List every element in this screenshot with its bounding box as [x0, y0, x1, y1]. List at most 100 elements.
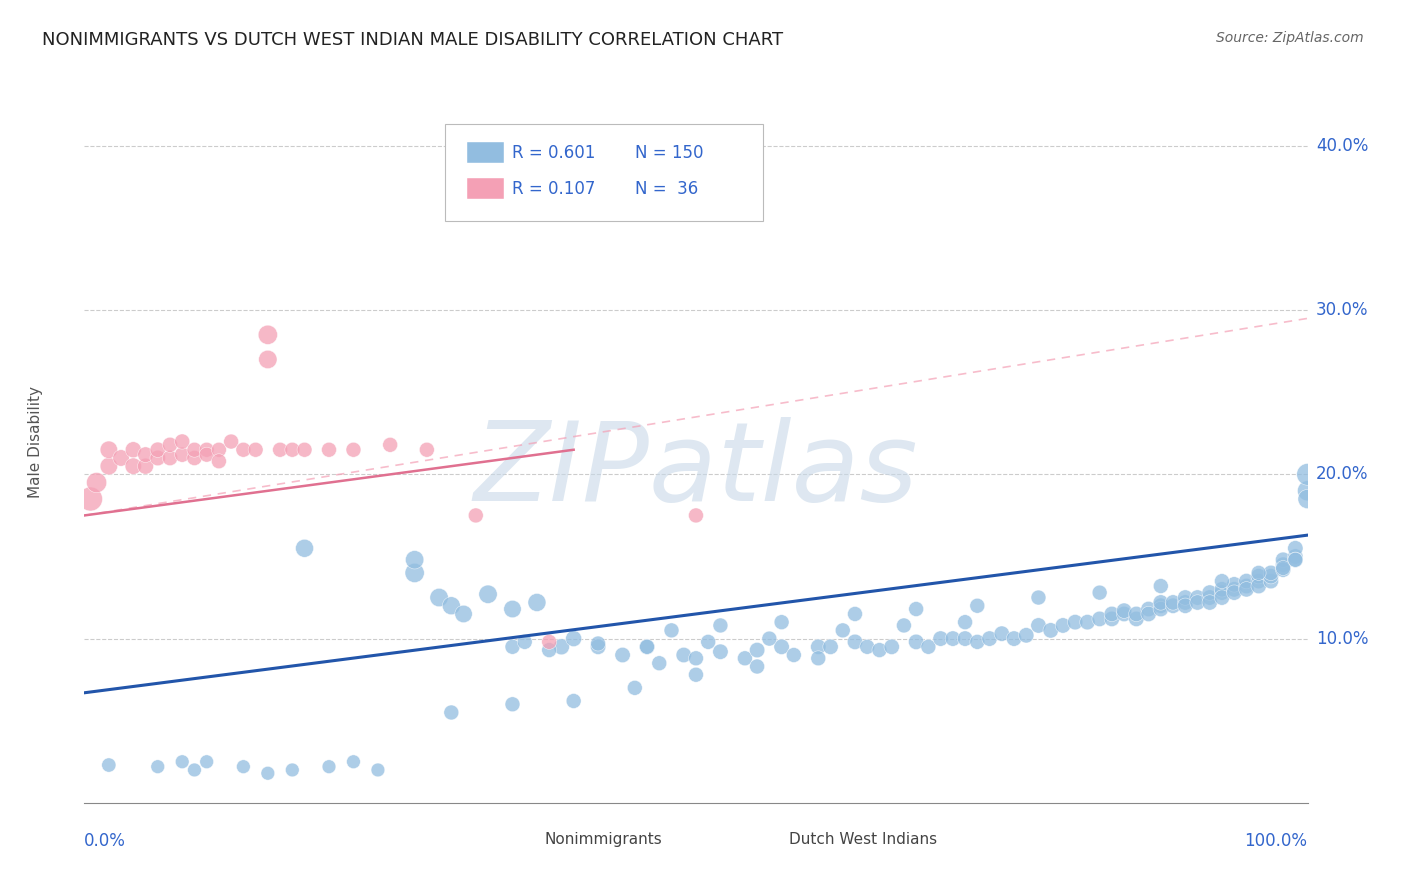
Point [1039, 624, 1062, 638]
Point [97, 459, 120, 474]
Point [1088, 585, 1111, 599]
Point [440, 599, 463, 613]
Point [416, 442, 439, 457]
Point [294, 541, 316, 556]
Point [1125, 607, 1147, 621]
FancyBboxPatch shape [467, 178, 503, 200]
Point [342, 755, 364, 769]
Point [367, 763, 389, 777]
Point [195, 442, 218, 457]
Point [464, 508, 486, 523]
Point [135, 459, 157, 474]
Point [1028, 618, 1050, 632]
Point [1296, 491, 1319, 506]
Point [1150, 599, 1173, 613]
Point [1101, 607, 1123, 621]
Point [1174, 595, 1197, 609]
Point [1223, 582, 1246, 597]
Point [1260, 574, 1282, 588]
Point [1284, 553, 1306, 567]
Point [636, 640, 658, 654]
Point [747, 643, 769, 657]
Point [1223, 585, 1246, 599]
Point [917, 640, 939, 654]
Point [586, 640, 609, 654]
Text: 0.0%: 0.0% [84, 831, 127, 850]
Point [905, 635, 928, 649]
Point [1137, 602, 1160, 616]
Point [1223, 577, 1246, 591]
Point [758, 632, 780, 646]
Point [1161, 599, 1184, 613]
Point [86, 475, 108, 490]
Point [550, 640, 572, 654]
Point [697, 635, 720, 649]
Point [172, 448, 194, 462]
Point [1211, 585, 1233, 599]
Point [440, 706, 463, 720]
Point [893, 618, 915, 632]
Point [624, 681, 647, 695]
Point [453, 607, 475, 621]
FancyBboxPatch shape [751, 831, 782, 847]
Point [1161, 595, 1184, 609]
FancyBboxPatch shape [446, 124, 763, 221]
FancyBboxPatch shape [506, 831, 537, 847]
Point [1284, 553, 1306, 567]
Point [831, 624, 853, 638]
Point [942, 632, 965, 646]
Point [538, 643, 561, 657]
Point [502, 640, 524, 654]
Point [770, 615, 793, 630]
Point [1247, 569, 1270, 583]
Point [281, 442, 304, 457]
Point [1174, 591, 1197, 605]
Point [1247, 566, 1270, 580]
Point [318, 442, 340, 457]
Point [146, 442, 169, 457]
Point [953, 615, 976, 630]
Point [477, 587, 499, 601]
Text: 40.0%: 40.0% [1316, 137, 1368, 155]
Point [1272, 561, 1295, 575]
Point [232, 442, 254, 457]
Point [97, 758, 120, 772]
Point [1236, 574, 1258, 588]
Text: Source: ZipAtlas.com: Source: ZipAtlas.com [1216, 31, 1364, 45]
Text: Dutch West Indians: Dutch West Indians [789, 832, 936, 847]
Point [709, 645, 731, 659]
Point [1125, 612, 1147, 626]
Point [856, 640, 879, 654]
Point [1296, 483, 1319, 498]
Point [562, 632, 585, 646]
Point [880, 640, 903, 654]
Point [1076, 615, 1098, 630]
Text: R = 0.601: R = 0.601 [513, 144, 596, 161]
Point [869, 643, 891, 657]
Text: N = 150: N = 150 [636, 144, 703, 161]
Point [502, 698, 524, 712]
Point [538, 635, 561, 649]
Point [1284, 541, 1306, 556]
Point [685, 508, 707, 523]
Point [1174, 599, 1197, 613]
Point [685, 667, 707, 681]
Point [734, 651, 756, 665]
Point [195, 448, 218, 462]
Text: Nonimmigrants: Nonimmigrants [544, 832, 662, 847]
Point [219, 434, 242, 449]
Point [1064, 615, 1087, 630]
Point [122, 459, 145, 474]
Point [636, 640, 658, 654]
Point [562, 694, 585, 708]
Point [1114, 604, 1136, 618]
Point [172, 755, 194, 769]
Point [1198, 585, 1220, 599]
Point [1211, 574, 1233, 588]
Point [1272, 563, 1295, 577]
Point [1247, 579, 1270, 593]
Point [1028, 591, 1050, 605]
Point [427, 591, 450, 605]
Point [770, 640, 793, 654]
Point [747, 659, 769, 673]
